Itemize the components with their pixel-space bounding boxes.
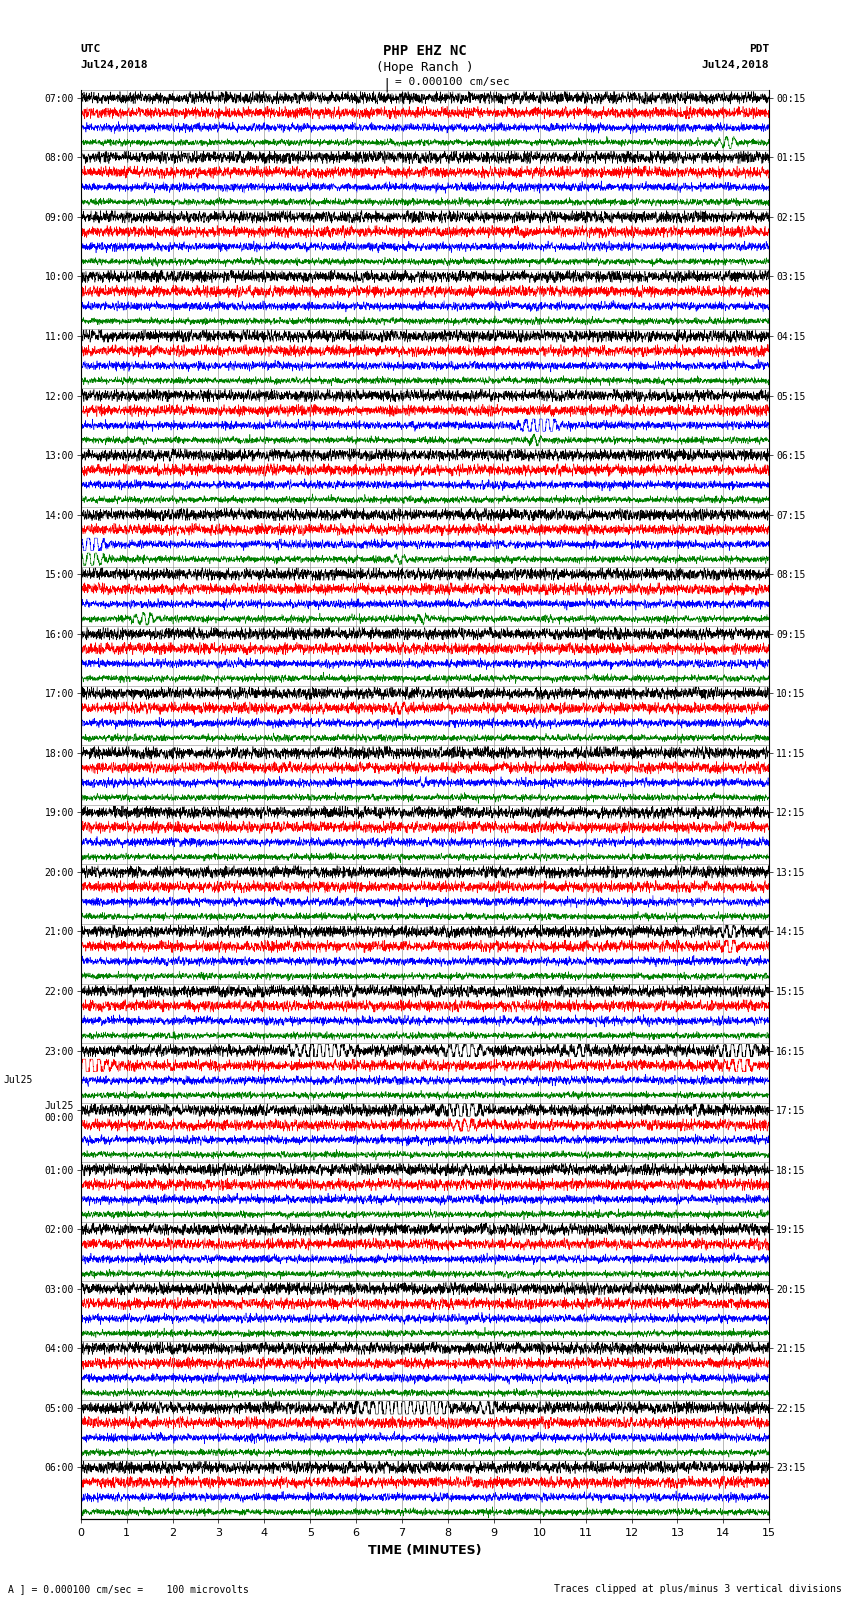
Text: A ] = 0.000100 cm/sec =    100 microvolts: A ] = 0.000100 cm/sec = 100 microvolts — [8, 1584, 249, 1594]
Text: = 0.000100 cm/sec: = 0.000100 cm/sec — [395, 77, 510, 87]
Text: Jul24,2018: Jul24,2018 — [81, 60, 148, 69]
Text: |: | — [382, 77, 391, 92]
Text: PHP EHZ NC: PHP EHZ NC — [383, 44, 467, 58]
Text: Jul24,2018: Jul24,2018 — [702, 60, 769, 69]
Text: PDT: PDT — [749, 44, 769, 53]
Text: Traces clipped at plus/minus 3 vertical divisions: Traces clipped at plus/minus 3 vertical … — [553, 1584, 842, 1594]
Text: (Hope Ranch ): (Hope Ranch ) — [377, 61, 473, 74]
X-axis label: TIME (MINUTES): TIME (MINUTES) — [368, 1544, 482, 1557]
Text: UTC: UTC — [81, 44, 101, 53]
Text: Jul25: Jul25 — [3, 1076, 32, 1086]
